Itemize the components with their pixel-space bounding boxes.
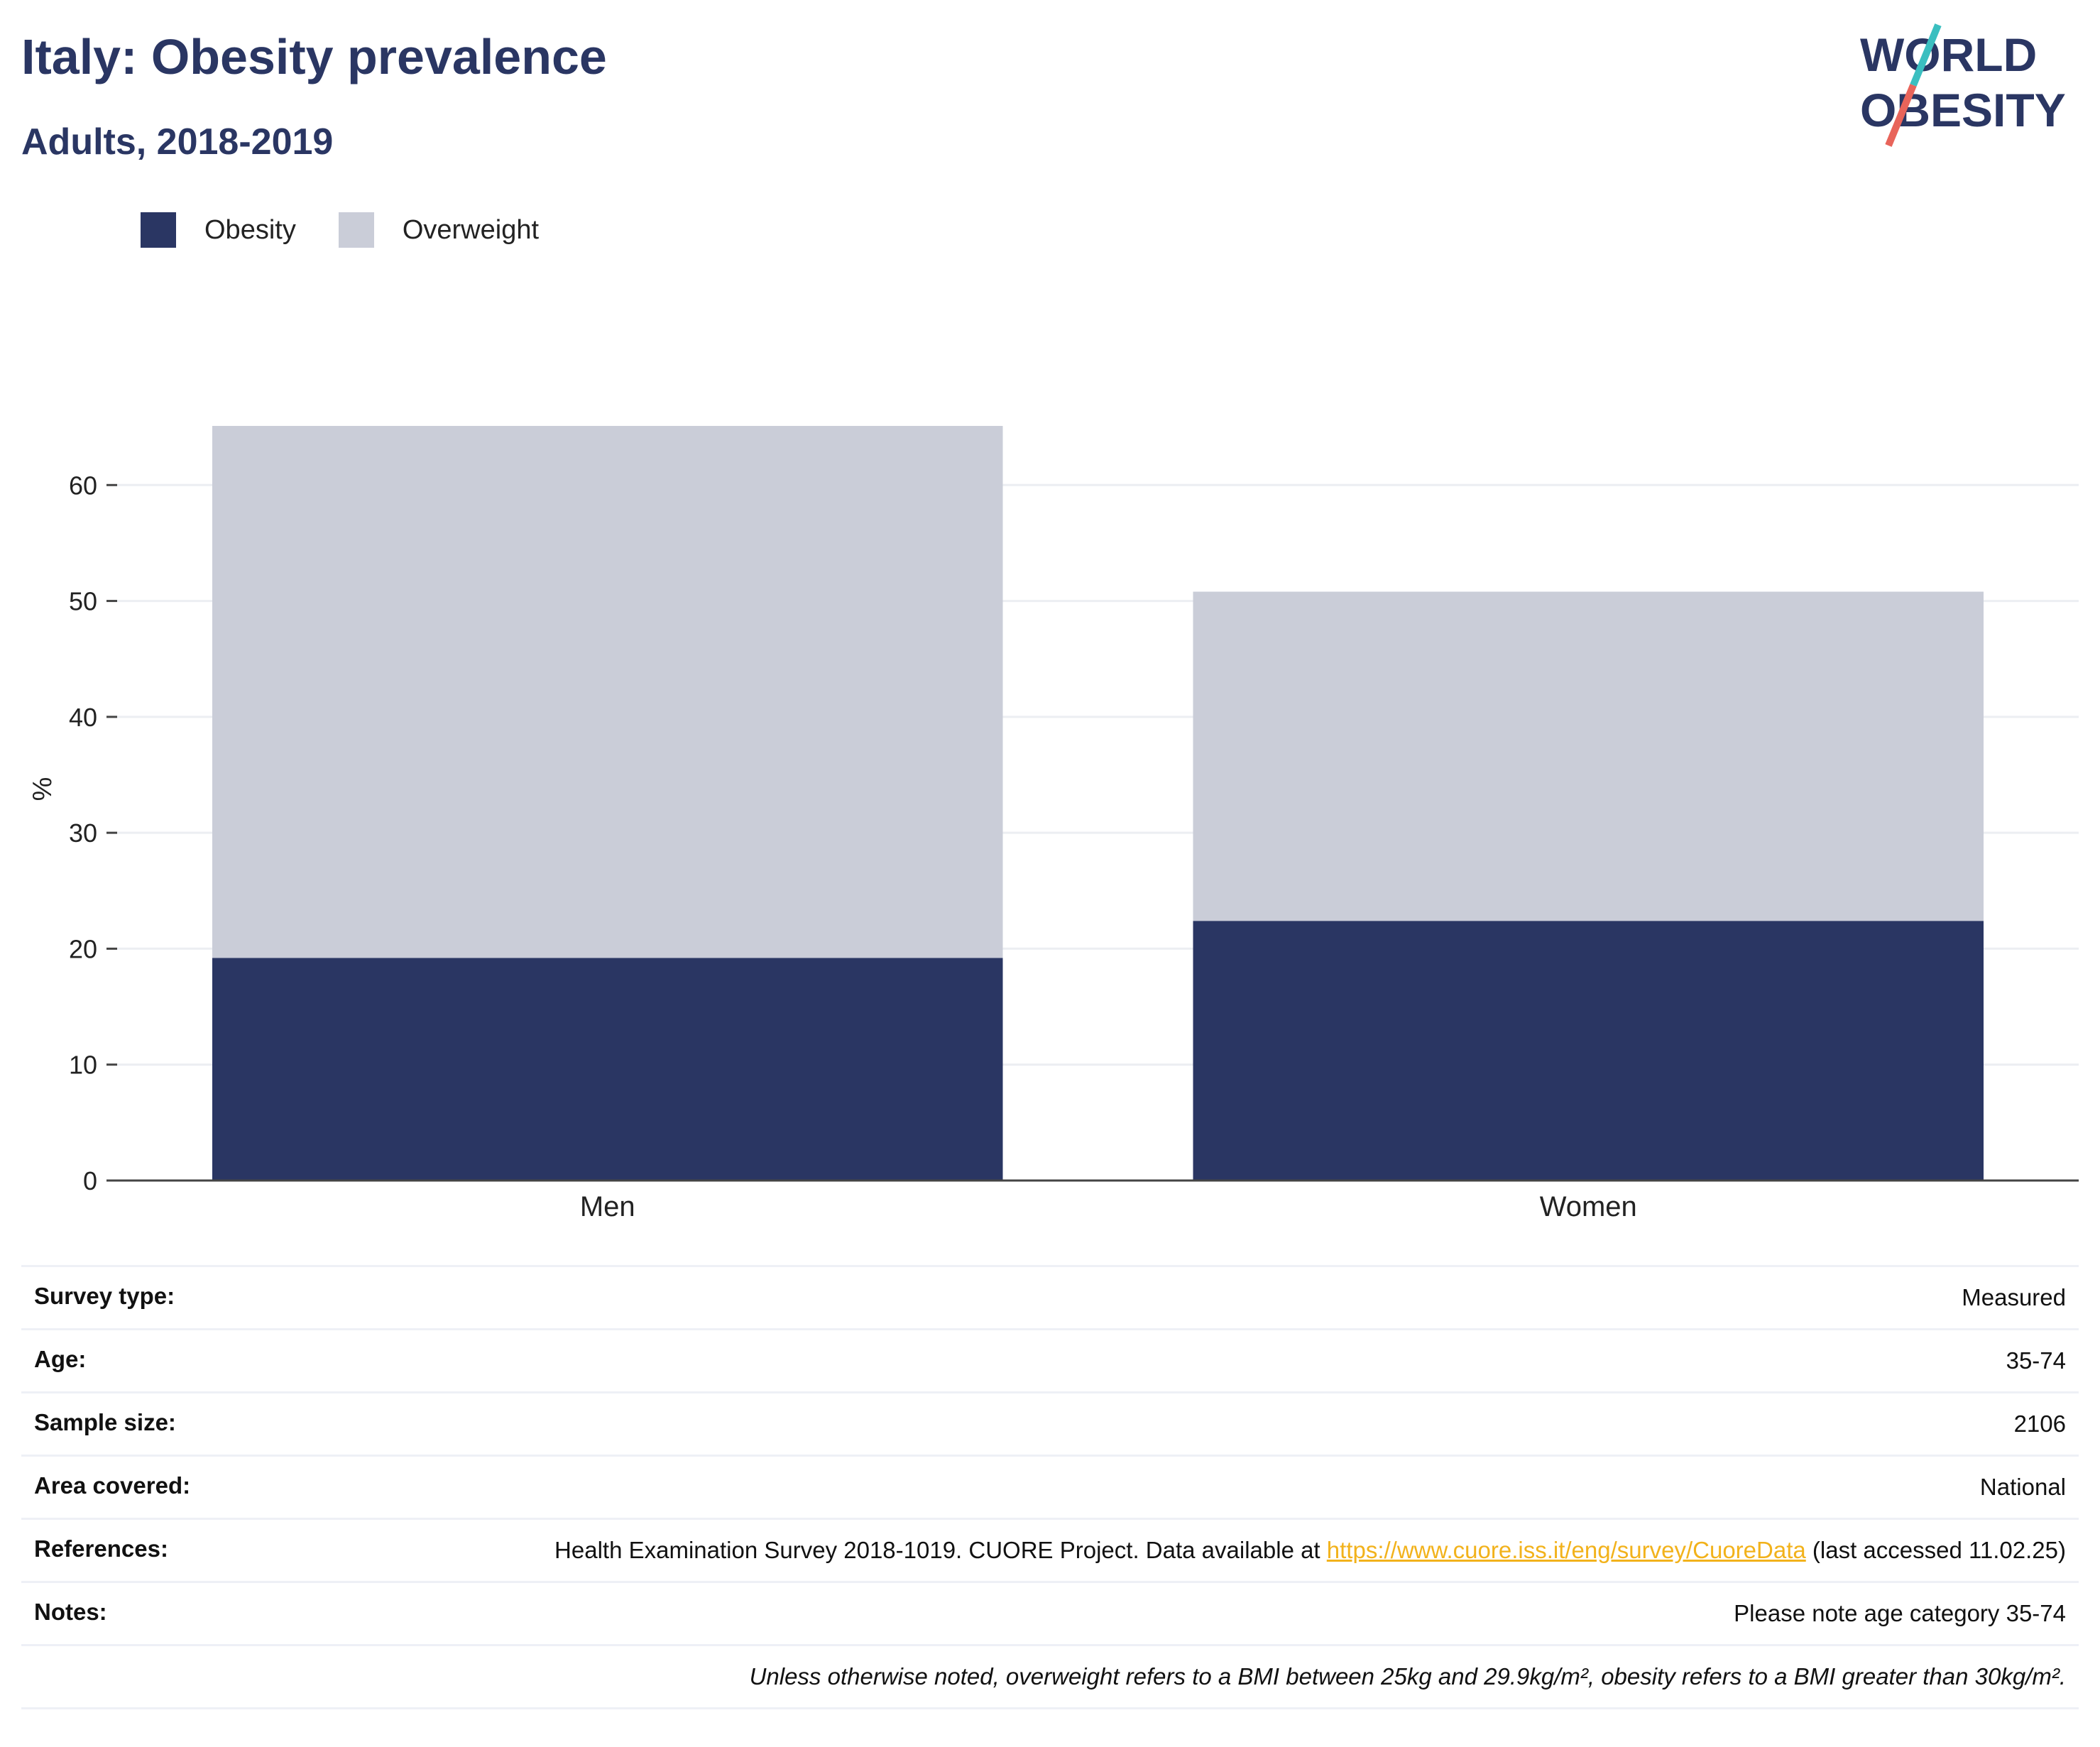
logo-word-1: WORLD (1860, 28, 2037, 81)
y-axis-label: % (28, 777, 58, 801)
legend-swatch-overweight (338, 212, 374, 248)
logo-slash-red (1885, 84, 1917, 147)
info-row-notes: Notes: Please note age category 35-74 (21, 1581, 2079, 1644)
references-label: References: (34, 1535, 168, 1562)
references-text-after: (last accessed 11.02.25) (1805, 1537, 2066, 1563)
age-value: 35-74 (2006, 1347, 2066, 1374)
info-row-age: Age: 35-74 (21, 1328, 2079, 1391)
x-tick-label-women: Women (1540, 1191, 1637, 1222)
sample-size-value: 2106 (2013, 1411, 2066, 1437)
legend-item-obesity[interactable]: Obesity (141, 212, 296, 248)
area-label: Area covered: (34, 1472, 191, 1499)
area-value: National (1979, 1474, 2066, 1500)
bar-obesity-men (212, 958, 1003, 1181)
age-label: Age: (34, 1346, 87, 1372)
legend-item-overweight[interactable]: Overweight (338, 212, 540, 248)
y-tick-label-10: 10 (69, 1051, 97, 1080)
bar-overweight-men (212, 426, 1003, 958)
page-title: Italy: Obesity prevalence (21, 29, 607, 84)
legend-label-overweight: Overweight (402, 214, 540, 245)
y-tick-label-20: 20 (69, 934, 97, 963)
references-text-before: Health Examination Survey 2018-1019. CUO… (554, 1537, 1327, 1563)
logo-slash-teal (1910, 23, 1942, 87)
sample-size-label: Sample size: (34, 1409, 176, 1435)
y-tick-label-0: 0 (83, 1166, 97, 1195)
notes-label: Notes: (34, 1599, 107, 1625)
info-row-survey-type: Survey type: Measured (21, 1265, 2079, 1328)
y-tick-label-50: 50 (69, 587, 97, 616)
legend-swatch-obesity (141, 212, 176, 248)
bar-overweight-women (1193, 591, 1984, 921)
survey-type-label: Survey type: (34, 1283, 175, 1309)
chart-legend: Obesity Overweight (141, 210, 581, 250)
references-link[interactable]: https://www.cuore.iss.it/eng/survey/Cuor… (1326, 1537, 1806, 1563)
bar-chart: 0 10 20 30 40 50 60% Men Women (28, 426, 2079, 1222)
legend-label-obesity: Obesity (204, 214, 296, 245)
notes-value: Please note age category 35-74 (1734, 1600, 2066, 1626)
world-obesity-logo: WORLD OBESITY (1860, 23, 2066, 147)
info-row-definition: Unless otherwise noted, overweight refer… (21, 1644, 2079, 1709)
survey-type-value: Measured (1962, 1284, 2066, 1310)
bar-obesity-women (1193, 921, 1984, 1181)
info-row-sample-size: Sample size: 2106 (21, 1391, 2079, 1455)
y-tick-label-60: 60 (69, 471, 97, 500)
y-tick-label-30: 30 (69, 818, 97, 848)
page-subtitle: Adults, 2018-2019 (21, 121, 334, 163)
survey-info-table: Survey type: Measured Age: 35-74 Sample … (21, 1265, 2079, 1709)
info-row-area: Area covered: National (21, 1455, 2079, 1518)
logo-word-2: OBESITY (1860, 84, 2066, 136)
y-tick-label-40: 40 (69, 703, 97, 732)
info-row-references: References: Health Examination Survey 20… (21, 1518, 2079, 1581)
references-value: Health Examination Survey 2018-1019. CUO… (554, 1535, 2066, 1565)
x-tick-label-men: Men (580, 1191, 635, 1222)
bmi-definition-note: Unless otherwise noted, overweight refer… (749, 1663, 2066, 1690)
